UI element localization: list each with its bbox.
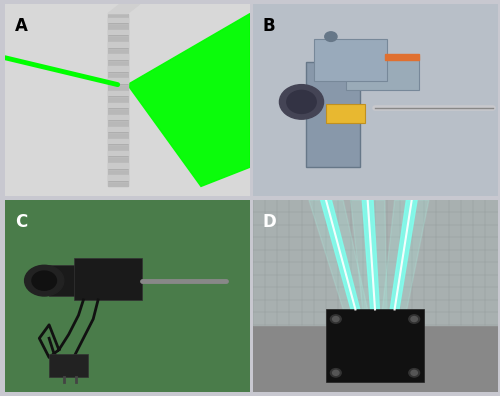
Polygon shape [108, 4, 140, 13]
Circle shape [409, 369, 420, 377]
Bar [326, 309, 424, 383]
Circle shape [409, 315, 420, 323]
Circle shape [325, 32, 337, 42]
Polygon shape [382, 200, 429, 309]
Text: A: A [15, 17, 28, 35]
Circle shape [280, 85, 324, 119]
Polygon shape [108, 163, 128, 169]
Polygon shape [108, 78, 128, 84]
Polygon shape [390, 200, 417, 309]
Polygon shape [108, 67, 128, 72]
Polygon shape [108, 139, 128, 145]
Polygon shape [320, 200, 360, 309]
Text: B: B [262, 17, 275, 35]
Bar [346, 56, 419, 90]
Circle shape [330, 369, 341, 377]
Polygon shape [108, 13, 128, 187]
Bar [306, 61, 360, 167]
Text: D: D [262, 213, 276, 231]
Circle shape [332, 370, 339, 375]
Polygon shape [108, 91, 128, 96]
Circle shape [32, 271, 56, 290]
Polygon shape [385, 54, 419, 60]
Polygon shape [108, 115, 128, 120]
Polygon shape [108, 30, 128, 36]
Polygon shape [350, 200, 387, 309]
Bar [74, 258, 142, 300]
Bar [314, 38, 387, 81]
Circle shape [24, 265, 64, 296]
Polygon shape [108, 103, 128, 108]
Circle shape [411, 370, 418, 375]
Polygon shape [128, 13, 250, 187]
Circle shape [332, 316, 339, 322]
Polygon shape [108, 151, 128, 156]
Polygon shape [252, 200, 498, 325]
Bar [326, 104, 365, 123]
Bar [49, 265, 78, 296]
Bar [49, 354, 88, 377]
Polygon shape [309, 200, 368, 309]
Polygon shape [108, 127, 128, 132]
Polygon shape [108, 54, 128, 60]
Text: C: C [15, 213, 27, 231]
Polygon shape [362, 200, 380, 309]
Polygon shape [108, 175, 128, 181]
Circle shape [287, 90, 316, 113]
Circle shape [330, 315, 341, 323]
Polygon shape [108, 18, 128, 23]
Circle shape [411, 316, 418, 322]
Polygon shape [108, 42, 128, 48]
